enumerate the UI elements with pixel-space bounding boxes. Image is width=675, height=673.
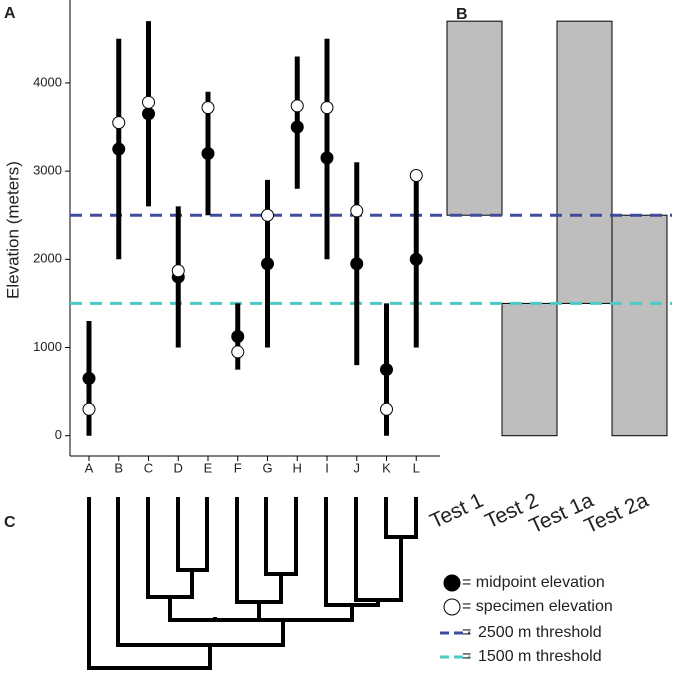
x-tick-label: D (174, 460, 183, 475)
x-tick-label: E (204, 460, 213, 475)
point (261, 208, 274, 222)
legend-label: 2500 m threshold (478, 624, 602, 641)
y-tick-label: 1000 (33, 339, 62, 354)
point (231, 345, 245, 359)
bar (446, 20, 503, 216)
bar (556, 20, 613, 304)
point (82, 371, 96, 385)
bar (501, 302, 558, 437)
point (290, 99, 304, 113)
point (380, 402, 393, 416)
x-tick-label: J (354, 460, 361, 475)
y-tick-label: 0 (55, 427, 62, 442)
point (201, 146, 215, 160)
point (112, 142, 126, 156)
point (82, 402, 96, 416)
legend-prefix: = (462, 624, 471, 641)
point (380, 363, 393, 377)
legend-label: 1500 m threshold (478, 648, 602, 665)
phylogeny (87, 497, 418, 670)
x-tick-label: Test 2a (581, 489, 652, 539)
point (112, 116, 126, 130)
point (409, 169, 423, 183)
point (231, 329, 245, 343)
point (409, 252, 423, 266)
point (201, 101, 215, 115)
point (142, 95, 155, 109)
x-tick-label: C (144, 460, 153, 475)
point (320, 151, 334, 165)
panel-label: A (4, 5, 16, 22)
point (350, 204, 364, 218)
x-tick-label: K (382, 460, 391, 475)
point (350, 257, 364, 271)
x-tick-label: A (85, 460, 94, 475)
x-tick-label: F (234, 460, 242, 475)
x-tick-label: Test 1 (426, 489, 487, 534)
legend-marker (443, 598, 461, 616)
point (320, 101, 334, 115)
point (142, 107, 155, 121)
y-tick-label: 2000 (33, 251, 62, 266)
legend-label: = specimen elevation (462, 598, 613, 615)
x-tick-label: H (293, 460, 302, 475)
x-tick-label: I (325, 460, 329, 475)
x-tick-label: L (413, 460, 420, 475)
legend-marker (443, 574, 461, 592)
point (171, 264, 185, 278)
bar (611, 214, 668, 437)
point (290, 120, 304, 134)
y-tick-label: 3000 (33, 163, 62, 178)
panel-label: C (4, 514, 16, 531)
panel-label: B (456, 6, 468, 23)
x-tick-label: B (114, 460, 123, 475)
legend-label: = midpoint elevation (462, 574, 605, 591)
x-tick-label: G (262, 460, 272, 475)
y-tick-label: 4000 (33, 74, 62, 89)
point (261, 257, 274, 271)
legend-prefix: = (462, 648, 471, 665)
y-axis-title: Elevation (meters) (3, 161, 22, 299)
